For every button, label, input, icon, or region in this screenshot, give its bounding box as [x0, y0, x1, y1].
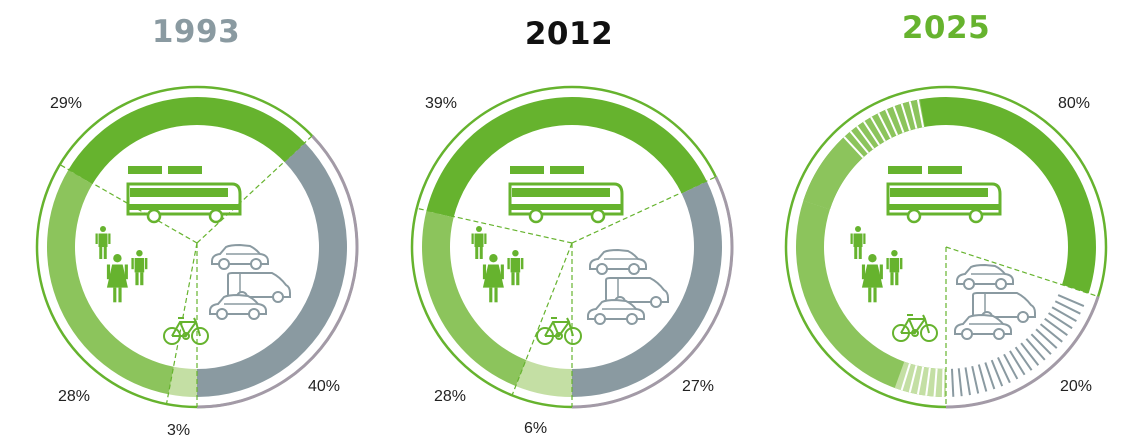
label-1993-public: 29%	[50, 95, 83, 112]
pedestrians-icon	[471, 226, 524, 303]
donut-chart-1993	[35, 85, 359, 409]
label-2012-public: 39%	[425, 95, 458, 112]
bus-icon	[508, 166, 624, 224]
pedestrians-icon	[95, 226, 148, 303]
cars-icon	[587, 248, 669, 325]
segment-walking	[422, 210, 527, 387]
bicycle-icon	[892, 314, 938, 342]
segment-car	[197, 142, 347, 397]
label-2012-bike: 6%	[524, 420, 548, 437]
segment-public-transport	[68, 97, 305, 185]
segment-walking	[46, 169, 174, 395]
label-1993-bike: 3%	[167, 422, 191, 439]
segment-car	[572, 181, 722, 397]
label-2025-sustainable: 80%	[1058, 95, 1091, 112]
bicycle-icon	[163, 317, 209, 345]
bus-icon	[126, 166, 242, 224]
cars-icon	[209, 243, 291, 320]
segment-cycling	[515, 360, 572, 397]
label-1993-walk: 28%	[58, 388, 91, 405]
bicycle-icon	[536, 317, 582, 345]
label-1993-car: 40%	[308, 378, 341, 395]
donut-chart-2012	[410, 85, 734, 409]
bus-icon	[886, 166, 1002, 224]
chart-title-2012: 2012	[524, 16, 614, 52]
segment-public-transport	[426, 97, 707, 218]
cars-icon	[954, 263, 1036, 340]
chart-title-1993: 1993	[151, 14, 241, 50]
label-2012-walk: 28%	[434, 388, 467, 405]
label-2025-car: 20%	[1060, 378, 1093, 395]
chart-title-2025: 2025	[901, 10, 991, 46]
donut-chart-2025	[784, 85, 1108, 409]
pedestrians-icon	[850, 226, 903, 303]
segment-cycling	[168, 366, 197, 397]
label-2012-car: 27%	[682, 378, 715, 395]
